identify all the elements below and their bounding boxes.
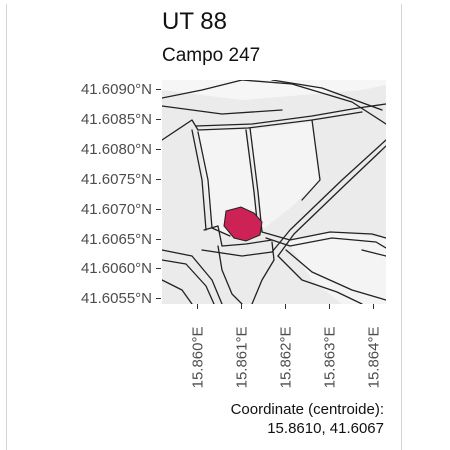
lat-tick	[156, 268, 161, 269]
lat-label: 41.6085°N	[80, 111, 152, 128]
lon-label: 15.864°E	[365, 326, 383, 389]
lat-tick	[156, 119, 161, 120]
lon-tick	[373, 304, 374, 309]
lon-tick	[329, 304, 330, 309]
map-subtitle: Campo 247	[162, 45, 261, 66]
lon-tick	[197, 304, 198, 309]
centroid-caption: Coordinate (centroide): 15.8610, 41.6067	[231, 400, 384, 438]
lat-tick	[156, 209, 161, 210]
lat-label: 41.6075°N	[80, 171, 152, 188]
lat-label: 41.6080°N	[80, 141, 152, 158]
caption-line-1: Coordinate (centroide):	[230, 401, 384, 418]
caption-line-2: 15.8610, 41.6067	[267, 420, 384, 437]
lat-tick	[156, 239, 161, 240]
lat-label: 41.6070°N	[80, 201, 152, 218]
lat-label: 41.6060°N	[80, 260, 152, 277]
lat-tick	[156, 179, 161, 180]
lon-label: 15.860°E	[189, 326, 207, 389]
lon-tick	[285, 304, 286, 309]
parcel-polygon[interactable]	[223, 206, 263, 242]
lon-label: 15.862°E	[277, 326, 295, 389]
lat-label: 41.6055°N	[80, 290, 152, 307]
lat-tick	[156, 298, 161, 299]
figure-frame	[6, 4, 402, 450]
lat-tick	[156, 149, 161, 150]
lat-label: 41.6065°N	[80, 231, 152, 248]
lon-label: 15.863°E	[321, 326, 339, 389]
map-title: UT 88	[162, 8, 227, 35]
lon-tick	[241, 304, 242, 309]
map-panel	[162, 80, 386, 304]
lat-label: 41.6090°N	[80, 81, 152, 98]
lat-tick	[156, 89, 161, 90]
lon-label: 15.861°E	[233, 326, 251, 389]
